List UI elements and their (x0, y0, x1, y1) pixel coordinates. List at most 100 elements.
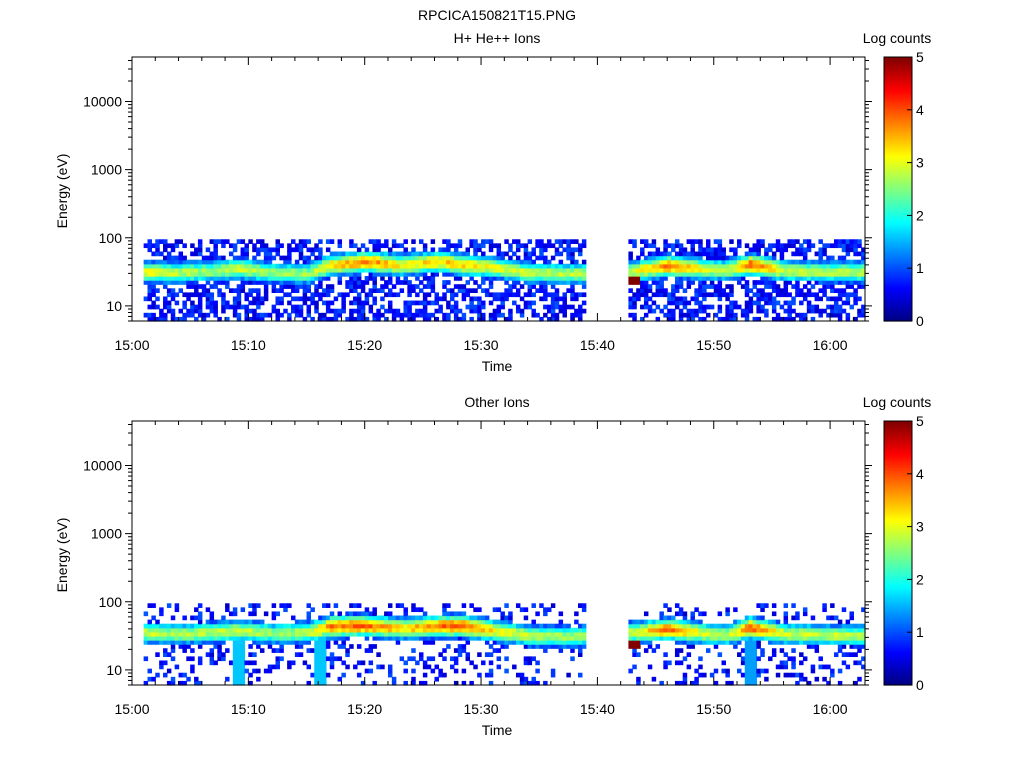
heatmap-cell (578, 652, 583, 657)
heatmap-cell (760, 603, 765, 608)
heatmap-cell (310, 300, 315, 306)
heatmap-cell (833, 615, 839, 621)
heatmap-cell (302, 623, 308, 629)
heatmap-cell (550, 631, 556, 637)
colorbar-segment (884, 598, 912, 602)
heatmap-cell (256, 316, 261, 322)
heatmap-cell (496, 640, 502, 645)
heatmap-cell (178, 623, 184, 629)
heatmap-cell (771, 300, 777, 306)
heatmap-cell (768, 247, 773, 253)
heatmap-cell (519, 680, 525, 686)
heatmap-cell (768, 635, 773, 641)
heatmap-cell (469, 263, 474, 269)
heatmap-cell (256, 635, 261, 641)
heatmap-cell (523, 644, 529, 649)
heatmap-cell (705, 259, 711, 265)
heatmap-cell (217, 627, 222, 633)
heatmap-cell (395, 263, 401, 269)
heatmap-cell (259, 263, 265, 269)
heatmap-cell (826, 312, 831, 318)
heatmap-cell (628, 631, 633, 637)
heatmap-cell (659, 288, 664, 293)
heatmap-cell (430, 284, 436, 289)
colorbar-segment (884, 458, 912, 461)
heatmap-cell (174, 276, 180, 281)
heatmap-cell (690, 259, 695, 265)
heatmap-cell (256, 296, 261, 302)
heatmap-cell (353, 276, 358, 281)
heatmap-cell (709, 623, 715, 629)
heatmap-cell (826, 635, 831, 641)
colorbar-segment (884, 116, 912, 120)
heatmap-cell (570, 276, 575, 281)
heatmap-cell (853, 635, 858, 641)
heatmap-cell (221, 259, 226, 265)
heatmap-cell (197, 312, 203, 318)
heatmap-cell (729, 627, 734, 633)
heatmap-cell (802, 635, 808, 641)
heatmap-cell (733, 635, 738, 641)
heatmap-cell (814, 308, 820, 314)
heatmap-cell (531, 271, 536, 277)
heatmap-cell (279, 263, 284, 269)
heatmap-cell (391, 627, 397, 633)
heatmap-cell (764, 251, 769, 257)
heatmap-cell (822, 267, 827, 273)
heatmap-cell (380, 615, 385, 621)
heatmap-cell (306, 627, 311, 633)
heatmap-cell (833, 263, 839, 269)
heatmap-cell (228, 259, 234, 265)
heatmap-cell (337, 676, 343, 682)
heatmap-cell (287, 623, 292, 629)
heatmap-cell (322, 627, 327, 633)
heatmap-cell (318, 664, 323, 670)
heatmap-cell (259, 619, 265, 625)
heatmap-cell (799, 288, 804, 293)
heatmap-cell (143, 280, 149, 285)
heatmap-cell (163, 276, 168, 281)
heatmap-cell (740, 627, 746, 633)
heatmap-cell (147, 292, 152, 298)
heatmap-cell (550, 280, 556, 285)
heatmap-cell (341, 644, 346, 649)
heatmap-cell (170, 276, 176, 281)
colorbar-segment (884, 205, 912, 209)
heatmap-cell (709, 271, 715, 277)
heatmap-cell (651, 676, 657, 682)
heatmap-cell (760, 635, 765, 641)
heatmap-cell (764, 247, 769, 253)
colorbar-segment (884, 226, 912, 229)
heatmap-cell (256, 292, 261, 298)
heatmap-cell (636, 623, 641, 629)
heatmap-cell (674, 631, 680, 637)
heatmap-cell (356, 271, 362, 277)
heatmap-cell (481, 276, 486, 281)
heatmap-cell (356, 300, 362, 306)
heatmap-cell (686, 312, 692, 318)
heatmap-cell (322, 623, 327, 629)
heatmap-cell (694, 627, 699, 633)
heatmap-cell (771, 263, 777, 269)
heatmap-cell (333, 312, 339, 318)
heatmap-cell (438, 251, 443, 257)
heatmap-cell (698, 239, 703, 244)
heatmap-cell (678, 623, 684, 629)
heatmap-cell (477, 243, 482, 249)
heatmap-cell (550, 312, 556, 318)
heatmap-cell (225, 623, 230, 629)
heatmap-cell (333, 640, 339, 645)
heatmap-cell (240, 668, 246, 674)
heatmap-cell (159, 271, 164, 277)
heatmap-cell (236, 648, 242, 653)
heatmap-cell (515, 308, 521, 314)
heatmap-cell (446, 251, 451, 257)
heatmap-cell (422, 615, 428, 621)
heatmap-cell (632, 280, 637, 285)
colorbar-segment (884, 234, 912, 238)
heatmap-cell (182, 312, 187, 318)
heatmap-cell (178, 316, 184, 322)
heatmap-cell (256, 312, 261, 318)
heatmap-cell (640, 623, 645, 629)
heatmap-cell (461, 635, 467, 641)
